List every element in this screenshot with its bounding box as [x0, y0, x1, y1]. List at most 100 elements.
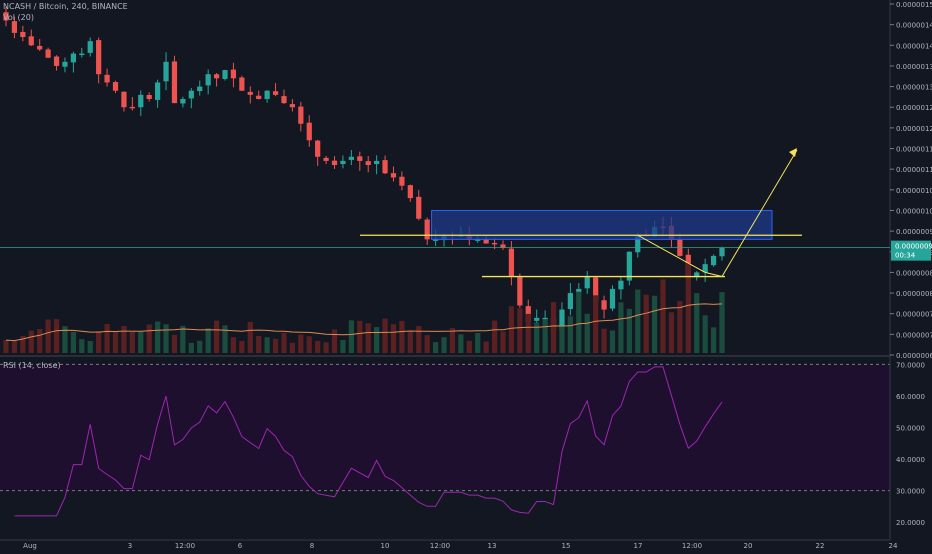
volume-bar	[576, 291, 582, 353]
volume-bar	[601, 328, 607, 353]
candle-body	[331, 160, 338, 166]
volume-bar	[702, 315, 708, 353]
volume-bar	[3, 340, 9, 353]
candle-body	[112, 82, 119, 91]
volume-bar	[256, 336, 262, 353]
volume-bar	[96, 331, 102, 353]
candle-body	[315, 140, 321, 157]
price-tick-label: 0.00000115	[896, 146, 932, 154]
candle-body	[710, 255, 717, 266]
candle-body	[323, 157, 329, 161]
volume-bar	[45, 319, 51, 353]
projection-arrow	[705, 149, 798, 278]
candle-body	[432, 239, 439, 241]
volume-bar	[525, 313, 531, 353]
volume-bar	[87, 341, 93, 353]
volume-bar	[593, 295, 599, 353]
candle-body	[3, 12, 9, 21]
volume-bar	[121, 325, 127, 353]
candle-body	[306, 122, 312, 141]
volume-bar	[432, 342, 439, 353]
volume-bar	[685, 263, 691, 353]
volume-bar	[53, 319, 60, 353]
rsi-tick-label: 30.0000	[896, 488, 925, 496]
volume-bar	[62, 326, 68, 353]
candle-body	[138, 94, 144, 108]
price-tick-label: 0.00000085	[896, 269, 932, 277]
rsi-line	[14, 366, 723, 517]
time-tick-label: 6	[238, 542, 243, 550]
price-tick-label: 0.00000145	[896, 22, 932, 30]
volume-bar	[340, 339, 346, 353]
candle-body	[340, 160, 346, 165]
time-tick-label: 12:00	[682, 542, 702, 550]
volume-bar	[20, 335, 26, 353]
candle-body	[121, 91, 127, 108]
volume-bar	[155, 321, 161, 353]
candle-body	[542, 317, 548, 320]
candle-body	[416, 196, 422, 219]
candle-body	[500, 244, 506, 248]
volume-bar	[710, 327, 717, 353]
candle-body	[197, 86, 203, 92]
candle-body	[584, 276, 590, 289]
rsi-tick-label: 70.0000	[896, 361, 925, 369]
candle-body	[230, 69, 237, 79]
candle-body	[348, 156, 354, 160]
rsi-tick-label: 50.0000	[896, 424, 925, 432]
volume-bar	[239, 340, 245, 353]
candle-body	[475, 239, 481, 241]
time-tick-label: 15	[562, 542, 571, 550]
volume-bar	[668, 312, 675, 353]
candle-body	[626, 251, 632, 281]
candle-body	[357, 156, 363, 161]
candle-body	[256, 95, 262, 99]
candle-body	[719, 247, 725, 257]
volume-bar	[112, 331, 119, 353]
volume-bar	[272, 338, 279, 353]
candle-body	[155, 82, 161, 100]
volume-bar	[449, 328, 456, 353]
time-tick-label: 13	[488, 542, 497, 550]
time-tick-label: Aug	[23, 542, 37, 550]
candle-body	[694, 272, 700, 278]
candle-body	[247, 91, 253, 95]
volume-bar	[348, 320, 354, 353]
volume-bar	[694, 293, 700, 353]
candle-body	[129, 106, 135, 109]
candle-body	[618, 280, 624, 290]
volume-bar	[37, 328, 43, 353]
last-price-label: 0.00000091	[895, 243, 932, 251]
time-tick-label: 12:00	[175, 542, 195, 550]
candle-body	[11, 21, 18, 33]
candle-body	[28, 36, 34, 46]
candle-body	[407, 185, 413, 199]
candle-body	[517, 277, 523, 306]
candle-body	[534, 317, 540, 321]
rsi-band-fill	[0, 364, 890, 491]
volume-bar	[660, 279, 666, 353]
price-tick-label: 0.00000105	[896, 187, 932, 195]
candle-body	[87, 41, 93, 53]
volume-bar	[550, 302, 557, 353]
candle-body	[222, 70, 228, 79]
volume-bar	[11, 341, 18, 353]
candle-body	[483, 239, 489, 244]
volume-bar	[104, 324, 110, 353]
volume-bar	[205, 328, 211, 353]
projection-arrowhead	[789, 148, 797, 157]
volume-bar	[534, 322, 540, 353]
volume-bar	[306, 336, 312, 353]
candle-body	[53, 56, 60, 66]
candle-body	[96, 40, 102, 75]
countdown-label: 00:34	[895, 252, 916, 260]
rsi-tick-label: 20.0000	[896, 519, 925, 527]
volume-bar	[213, 320, 220, 353]
price-tick-label: 0.00000125	[896, 104, 932, 112]
candle-body	[390, 173, 397, 178]
volume-bar	[466, 340, 472, 353]
volume-bar	[197, 340, 203, 353]
